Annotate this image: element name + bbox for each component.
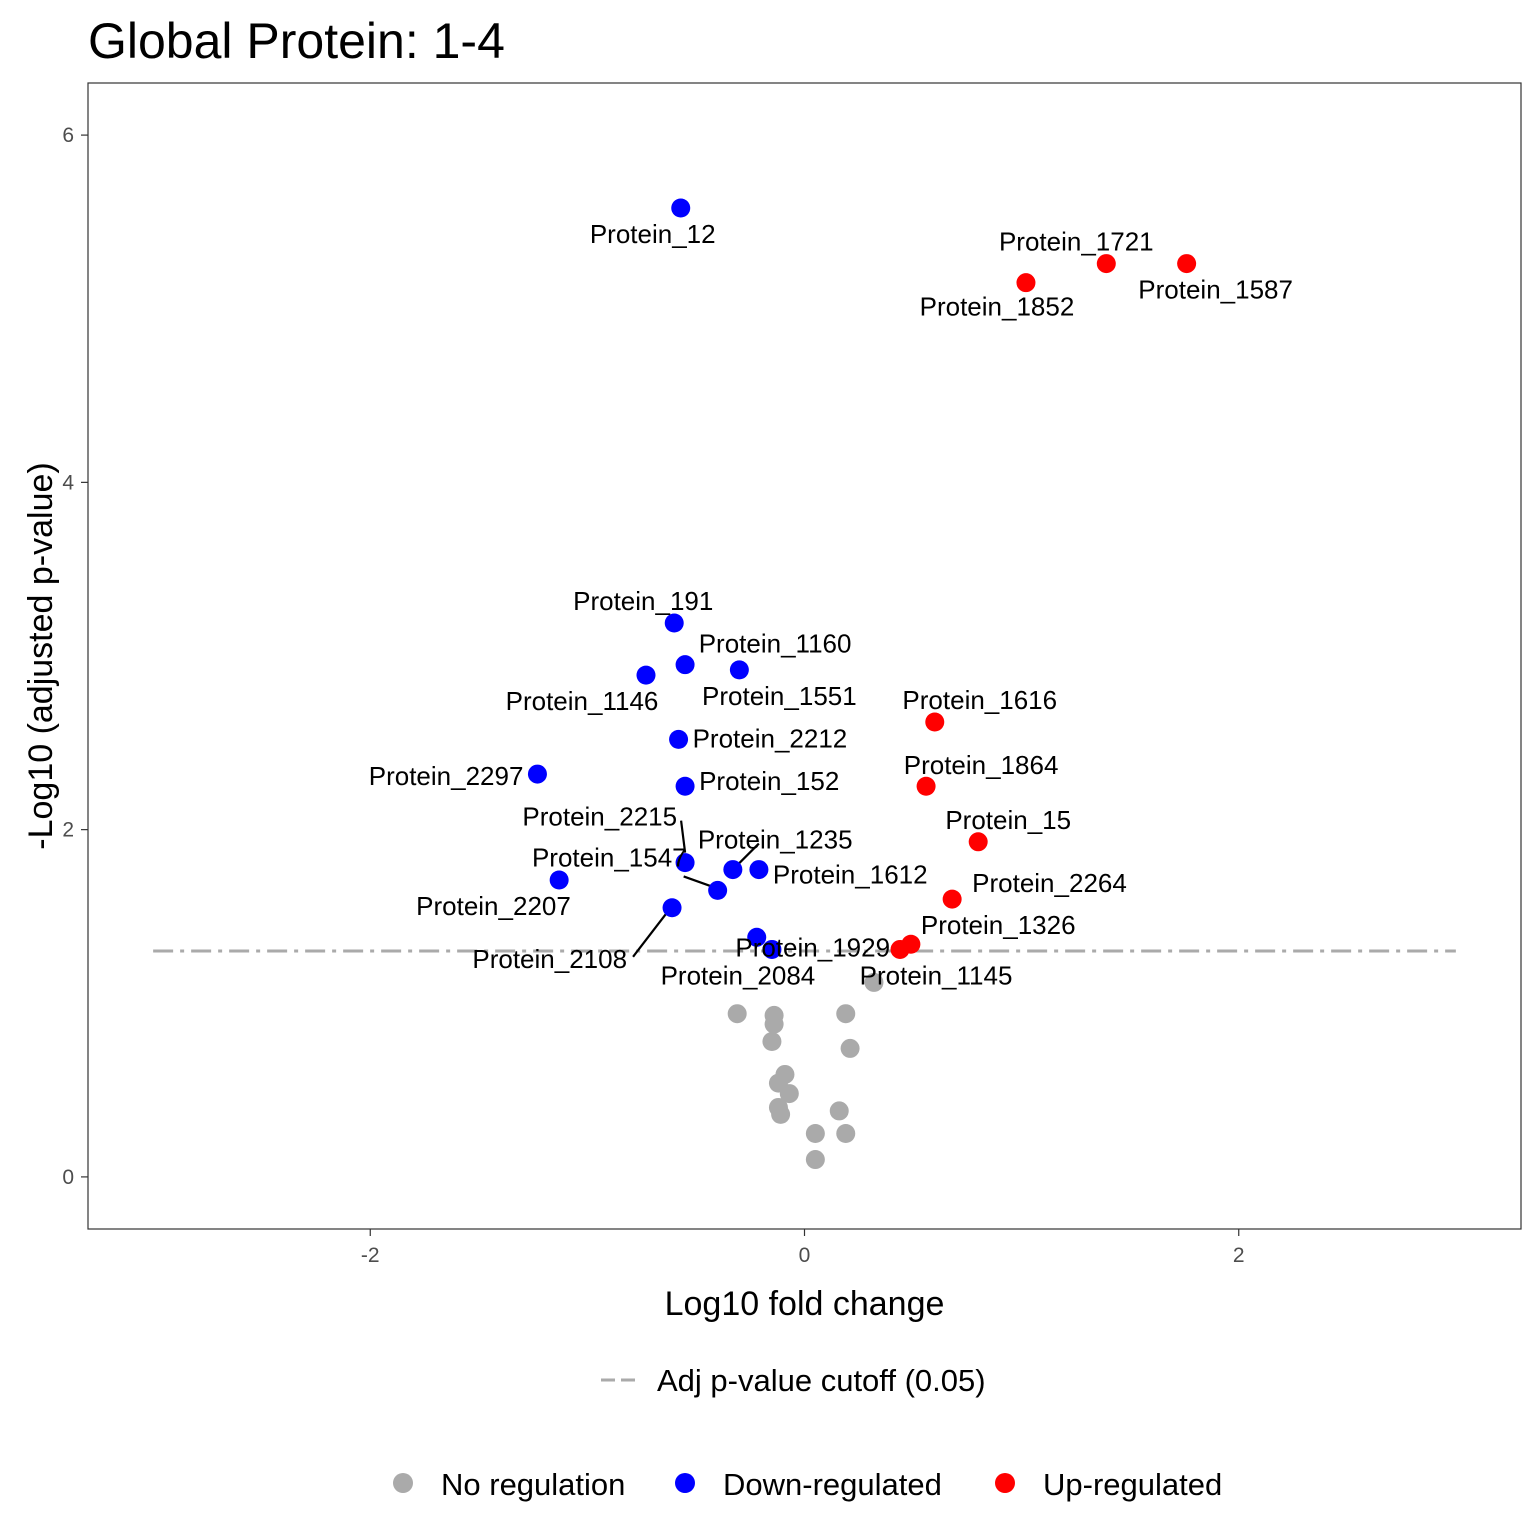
data-point — [864, 972, 884, 992]
chart-title: Global Protein: 1-4 — [88, 13, 505, 69]
legend: Adj p-value cutoff (0.05) No regulation D… — [393, 1363, 1222, 1502]
data-point — [675, 853, 695, 873]
point-label: Protein_1160 — [699, 629, 852, 659]
data-point — [1177, 254, 1197, 274]
data-point — [925, 712, 945, 732]
data-point — [805, 1124, 825, 1143]
legend-entry: Up-regulated — [1043, 1467, 1222, 1502]
x-tick-label: 2 — [1233, 1244, 1245, 1267]
point-label: Protein_2215 — [522, 802, 677, 832]
label-connector — [632, 913, 667, 958]
data-point — [916, 776, 936, 796]
data-point — [727, 1004, 747, 1024]
label-connector — [738, 842, 760, 865]
data-point — [779, 1084, 799, 1104]
point-label: Protein_1864 — [904, 750, 1059, 780]
data-point — [636, 665, 656, 685]
point-label: Protein_15 — [945, 805, 1071, 835]
data-point — [749, 860, 769, 880]
legend-entry: No regulation — [441, 1467, 625, 1502]
point-label: Protein_1145 — [860, 960, 1013, 990]
y-tick-label: 6 — [62, 124, 74, 147]
legend-entry: Down-regulated — [723, 1467, 942, 1502]
data-point — [805, 1150, 825, 1170]
data-point — [1016, 273, 1036, 293]
point-label: Protein_2264 — [972, 868, 1127, 898]
y-tick-label: 2 — [62, 819, 74, 842]
data-point — [669, 729, 689, 749]
data-point — [764, 1014, 784, 1034]
point-label: Protein_1235 — [698, 825, 853, 855]
point-label: Protein_1547 — [532, 842, 687, 872]
data-point — [723, 860, 743, 880]
y-tick-label: 0 — [62, 1166, 74, 1189]
data-point — [836, 1124, 856, 1143]
x-axis-label: Log10 fold change — [665, 1285, 945, 1323]
point-label: Protein_1612 — [773, 860, 928, 890]
data-point — [890, 939, 910, 959]
point-label: Protein_2207 — [416, 891, 571, 921]
point-label: Protein_2212 — [693, 723, 848, 753]
data-point — [1096, 254, 1116, 274]
data-point — [762, 1031, 782, 1051]
point-label: Protein_1551 — [702, 681, 857, 711]
data-points — [527, 198, 1197, 1170]
data-point — [671, 198, 691, 218]
data-point — [675, 776, 695, 796]
point-label: Protein_12 — [590, 219, 716, 249]
point-label: Protein_1587 — [1138, 275, 1293, 305]
data-point — [549, 870, 569, 890]
legend-key — [675, 1473, 695, 1493]
label-connectors — [632, 820, 760, 958]
data-point — [747, 927, 767, 947]
data-point — [771, 1104, 791, 1124]
label-connector — [683, 875, 713, 888]
legend-key — [393, 1473, 413, 1493]
plot-panel — [87, 82, 1522, 1230]
point-label: Protein_1852 — [920, 292, 1075, 322]
point-label: Protein_152 — [699, 766, 839, 796]
data-point — [762, 939, 782, 959]
legend-cutoff-label: Adj p-value cutoff (0.05) — [657, 1363, 986, 1398]
data-point — [829, 1101, 849, 1121]
point-label: Protein_1616 — [902, 685, 1057, 715]
label-connector — [679, 820, 687, 853]
data-point — [836, 1004, 856, 1024]
point-labels: Protein_12 Protein_191 Protein_1160 Protein… — [369, 219, 1293, 990]
point-label: Protein_1721 — [999, 227, 1154, 257]
point-label: Protein_1146 — [506, 686, 659, 716]
x-tick-label: -2 — [361, 1244, 380, 1267]
data-point — [942, 889, 962, 909]
data-point — [675, 655, 695, 675]
x-tick-label: 0 — [799, 1244, 811, 1267]
data-point — [662, 898, 682, 918]
y-tick-label: 4 — [62, 471, 74, 494]
data-point — [729, 660, 749, 680]
y-axis-label: -Log10 (adjusted p-value) — [22, 462, 60, 849]
point-label: Protein_1326 — [921, 910, 1076, 940]
point-label: Protein_2108 — [472, 944, 627, 974]
axes: -2 0 2 0 2 4 6 — [62, 124, 1244, 1267]
point-label: Protein_2297 — [369, 761, 524, 791]
data-point — [708, 880, 728, 900]
data-point — [664, 613, 684, 633]
point-label: Protein_2084 — [661, 960, 816, 990]
point-label: Protein_191 — [573, 586, 713, 616]
data-point — [527, 764, 547, 784]
point-label: Protein_1929 — [735, 932, 890, 962]
legend-key — [995, 1473, 1015, 1493]
data-point — [968, 832, 988, 852]
data-point — [840, 1038, 860, 1058]
